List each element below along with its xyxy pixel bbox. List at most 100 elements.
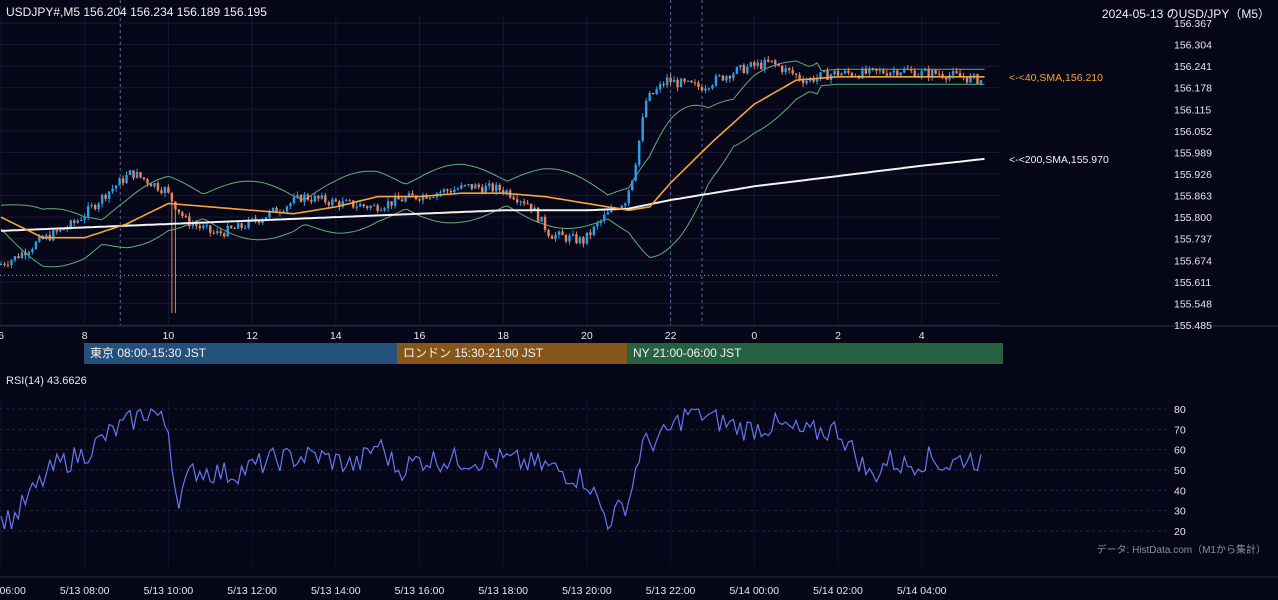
hour-tick-label: 2	[835, 330, 841, 342]
candle-body	[160, 190, 163, 194]
candle-body	[589, 232, 592, 236]
hour-tick-label: 4	[919, 330, 925, 342]
candle-body	[191, 223, 195, 227]
candle-body	[495, 184, 498, 192]
candle-body	[627, 190, 630, 204]
hour-tick-label: 0	[751, 330, 757, 342]
candle-body	[801, 79, 805, 84]
data-credit: データ: HistData.com（M1から集計）	[1096, 545, 1266, 556]
date-tick-label: 5/14 02:00	[813, 585, 863, 597]
candle-body	[536, 207, 540, 222]
candle-body	[739, 65, 742, 68]
candle-body	[885, 73, 889, 76]
candle-body	[439, 192, 442, 194]
date-tick-label: 5/14 00:00	[729, 585, 779, 597]
candle-body	[878, 70, 882, 72]
candle-body	[540, 216, 543, 222]
price-tick-label: 155.548	[1174, 298, 1212, 310]
candle-body	[111, 188, 114, 192]
candle-body	[774, 60, 777, 65]
candle-body	[847, 70, 850, 73]
session-tokyo-label: 東京 08:00-15:30 JST	[90, 346, 207, 360]
price-axis: 156.367 156.304 156.241 156.178 156.115 156.0…	[1174, 18, 1212, 332]
candle-body	[505, 190, 508, 194]
candle-body	[359, 204, 362, 207]
candle-body	[638, 140, 641, 165]
candle-body	[128, 170, 132, 175]
candle-body	[174, 201, 177, 210]
candle-body	[264, 217, 268, 220]
candle-body	[62, 229, 65, 231]
candle-body	[704, 88, 707, 91]
candle-body	[711, 85, 714, 89]
candle-body	[285, 206, 289, 212]
date-tick-label: 5/13 08:00	[60, 585, 110, 597]
candle-body	[903, 68, 906, 73]
candle-body	[641, 117, 644, 141]
candle-body	[522, 201, 526, 204]
candle-body	[268, 211, 271, 218]
candle-body	[195, 223, 198, 226]
hour-tick-label: 14	[330, 330, 342, 342]
candle-body	[721, 75, 725, 81]
candle-body	[202, 225, 205, 228]
hour-tick-label: 6	[0, 330, 4, 342]
candle-body	[418, 199, 421, 201]
rsi-tick-label: 30	[1174, 506, 1186, 518]
candle-body	[896, 70, 899, 76]
candle-body	[519, 201, 522, 203]
candle-body	[107, 191, 111, 199]
candle-body	[348, 200, 351, 202]
price-tick-label: 155.926	[1174, 169, 1212, 181]
candle-body	[324, 195, 327, 203]
candle-body	[644, 100, 648, 118]
candle-body	[794, 73, 798, 75]
candle-body	[634, 164, 637, 181]
candle-body	[362, 204, 365, 207]
candle-body	[714, 75, 718, 86]
candle-body	[491, 183, 494, 192]
candle-body	[969, 75, 972, 83]
candle-body	[467, 184, 470, 186]
candle-body	[700, 86, 704, 91]
candle-body	[55, 230, 58, 232]
candle-body	[976, 74, 979, 85]
rsi-gridlines	[0, 408, 1278, 578]
candle-body	[753, 62, 756, 66]
candle-body	[805, 80, 808, 84]
candle-body	[132, 170, 135, 178]
price-tick-label: 155.674	[1174, 255, 1212, 267]
candle-body	[875, 68, 878, 71]
candle-body	[871, 68, 875, 70]
candle-body	[561, 231, 564, 236]
candle-body	[313, 195, 317, 202]
candle-body	[585, 232, 589, 244]
hour-tick-label: 8	[82, 330, 88, 342]
candle-body	[798, 74, 801, 80]
candle-body	[833, 70, 836, 75]
candle-body	[271, 207, 275, 212]
candle-body	[690, 80, 693, 83]
candle-body	[557, 231, 561, 235]
candle-body	[889, 72, 892, 76]
candle-body	[564, 235, 568, 242]
candle-body	[777, 64, 780, 66]
candle-body	[407, 193, 411, 198]
candle-body	[512, 197, 515, 200]
candle-body	[240, 223, 243, 228]
candle-body	[571, 234, 575, 236]
candle-body	[34, 241, 38, 250]
bollinger-upper	[0, 60, 985, 221]
candle-body	[906, 68, 909, 70]
candle-body	[31, 249, 34, 253]
candle-body	[390, 201, 393, 206]
candle-body	[383, 208, 386, 211]
candle-body	[411, 193, 414, 196]
candle-body	[784, 68, 787, 73]
candle-body	[432, 197, 435, 199]
sma-annotations: <-<40,SMA,156.210 <-<200,SMA,155.970	[1009, 72, 1109, 166]
candle-body	[428, 197, 432, 199]
candle-body	[596, 223, 599, 227]
candle-body	[861, 68, 864, 79]
candle-body	[665, 77, 669, 86]
